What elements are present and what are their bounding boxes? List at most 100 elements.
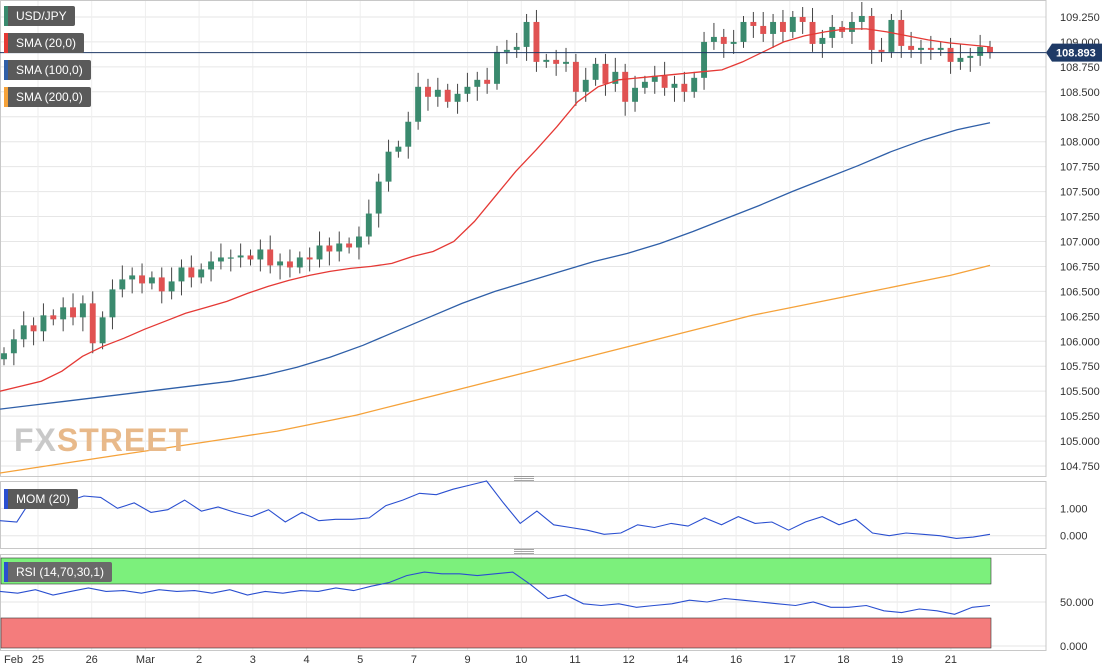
sma-200-line (0, 264, 991, 474)
rsi-path (0, 571, 991, 615)
x-axis-labels: Feb 25 26 Mar 2 3 4 5 7 9 10 11 12 14 16 17 18 19 21 (4, 654, 957, 666)
rsi-tick-0.000: 0.000 (1060, 641, 1088, 653)
sma-100-line (0, 122, 991, 410)
candle-body (553, 59, 560, 64)
candle-body (60, 307, 67, 320)
fxstreet-watermark: FXSTREET (14, 422, 190, 458)
x-tick-19: 19 (891, 654, 903, 666)
candle-body (888, 19, 895, 52)
panel-borders (0, 0, 1047, 651)
candle-body (819, 37, 826, 44)
candle-body (129, 275, 136, 280)
x-tick-18: 18 (837, 654, 849, 666)
candle-body (740, 21, 747, 42)
candle-body (247, 255, 254, 260)
panel-border-1 (0, 481, 1047, 549)
candle-body (139, 275, 145, 284)
x-tick-14: 14 (676, 654, 688, 666)
candle-body (405, 121, 412, 147)
candle-body (622, 71, 629, 102)
candle-body (720, 36, 727, 44)
candle-body (444, 89, 451, 102)
y-tick-105.750: 105.750 (1060, 361, 1100, 373)
candle-body (592, 63, 599, 80)
candle-body (691, 77, 698, 92)
legend-mom[interactable]: MOM (20) (4, 489, 78, 509)
candle-body (681, 83, 688, 92)
candle-body (829, 26, 836, 38)
candle-body (385, 151, 392, 182)
panel-border-2 (0, 554, 1047, 651)
rsi-overbought-zone (0, 557, 992, 585)
candle-body (484, 79, 491, 84)
candle-body (464, 86, 471, 94)
panel-resize-handles[interactable] (514, 476, 534, 554)
x-tick-17: 17 (784, 654, 796, 666)
last-price-marker: 108.893 (0, 43, 1102, 62)
candle-body (425, 86, 431, 97)
candle-body (878, 49, 885, 52)
candle-body (533, 21, 540, 62)
candle-body (109, 289, 116, 318)
y-tick-104.750: 104.750 (1060, 461, 1100, 473)
y-tick-107.750: 107.750 (1060, 162, 1100, 174)
x-tick-11: 11 (569, 654, 580, 666)
candle-body (927, 47, 934, 50)
legend-usdjpy[interactable]: USD/JPY (4, 6, 75, 26)
x-tick-9: 9 (465, 654, 471, 666)
panel-border-0 (0, 0, 1047, 477)
candle-body (809, 21, 816, 44)
candle-body (20, 325, 27, 340)
candle-body (286, 261, 293, 268)
candlesticks (1, 1, 993, 366)
y-tick-107.500: 107.500 (1060, 187, 1100, 199)
rsi-oversold-zone (0, 617, 992, 649)
y-tick-108.750: 108.750 (1060, 62, 1100, 74)
candle-body (198, 269, 205, 278)
mom-path (0, 480, 991, 539)
candle-body (671, 83, 678, 88)
candle-body (257, 249, 264, 260)
candle-body (563, 61, 569, 64)
x-tick-3: 3 (250, 654, 256, 666)
y-tick-108.250: 108.250 (1060, 112, 1100, 124)
x-tick-25: 25 (32, 654, 44, 666)
candle-body (50, 315, 57, 320)
candle-body (918, 47, 924, 50)
candle-body (217, 257, 224, 262)
y-tick-107.250: 107.250 (1060, 212, 1100, 224)
legend-sma-200[interactable]: SMA (200,0) (4, 87, 91, 107)
y-tick-105.250: 105.250 (1060, 411, 1100, 423)
legend-sma-20[interactable]: SMA (20,0) (4, 33, 85, 53)
candle-body (582, 79, 589, 92)
candle-body (937, 47, 944, 50)
candle-body (306, 257, 313, 260)
candle-body (237, 255, 244, 258)
candle-body (947, 47, 954, 62)
legend-rsi[interactable]: RSI (14,70,30,1) (4, 562, 113, 582)
candle-body (336, 243, 343, 252)
sma-20-path (0, 28, 991, 392)
legend-sma-100[interactable]: SMA (100,0) (4, 60, 91, 80)
candle-body (849, 21, 855, 32)
candle-body (799, 16, 806, 22)
last-price-tag (1046, 43, 1102, 62)
y-tick-106.000: 106.000 (1060, 336, 1100, 348)
candle-body (701, 41, 708, 78)
candle-body (346, 243, 353, 248)
candle-body (70, 307, 76, 318)
candle-body (30, 325, 37, 332)
candle-body (503, 49, 510, 52)
x-tick-21: 21 (945, 654, 957, 666)
mom-tick-1.000: 1.000 (1060, 503, 1088, 515)
candle-body (779, 21, 786, 32)
candle-body (415, 86, 422, 122)
sma-200-path (0, 264, 991, 474)
candle-body (395, 146, 402, 152)
y-tick-105.000: 105.000 (1060, 436, 1100, 448)
candle-body (977, 46, 984, 56)
candle-body (967, 55, 974, 58)
candle-body (168, 281, 175, 292)
candle-body (572, 61, 579, 92)
